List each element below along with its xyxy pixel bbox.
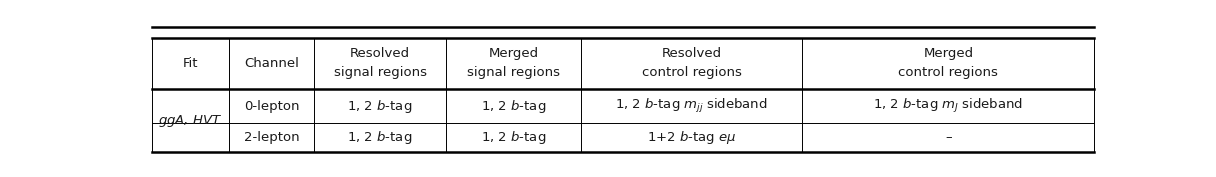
Text: 1, 2 $b$-tag: 1, 2 $b$-tag <box>348 98 412 115</box>
Text: Merged
control regions: Merged control regions <box>899 47 998 79</box>
Text: Merged
signal regions: Merged signal regions <box>467 47 559 79</box>
Text: 1+2 $b$-tag $e\mu$: 1+2 $b$-tag $e\mu$ <box>647 129 736 146</box>
Text: –: – <box>945 131 952 144</box>
Text: 1, 2 $b$-tag: 1, 2 $b$-tag <box>480 129 546 146</box>
Text: 1, 2 $b$-tag $m_{jj}$ sideband: 1, 2 $b$-tag $m_{jj}$ sideband <box>615 97 767 115</box>
Text: 0-lepton: 0-lepton <box>244 100 299 113</box>
Text: 2-lepton: 2-lepton <box>244 131 299 144</box>
Text: 1, 2 $b$-tag: 1, 2 $b$-tag <box>480 98 546 115</box>
Text: 1, 2 $b$-tag: 1, 2 $b$-tag <box>348 129 412 146</box>
Text: 1, 2 $b$-tag $m_{J}$ sideband: 1, 2 $b$-tag $m_{J}$ sideband <box>873 97 1024 115</box>
Text: $ggA$, $HVT$: $ggA$, $HVT$ <box>158 113 223 129</box>
Text: Resolved
signal regions: Resolved signal regions <box>333 47 427 79</box>
Text: Fit: Fit <box>182 57 198 70</box>
Text: Channel: Channel <box>244 57 299 70</box>
Text: Resolved
control regions: Resolved control regions <box>642 47 742 79</box>
